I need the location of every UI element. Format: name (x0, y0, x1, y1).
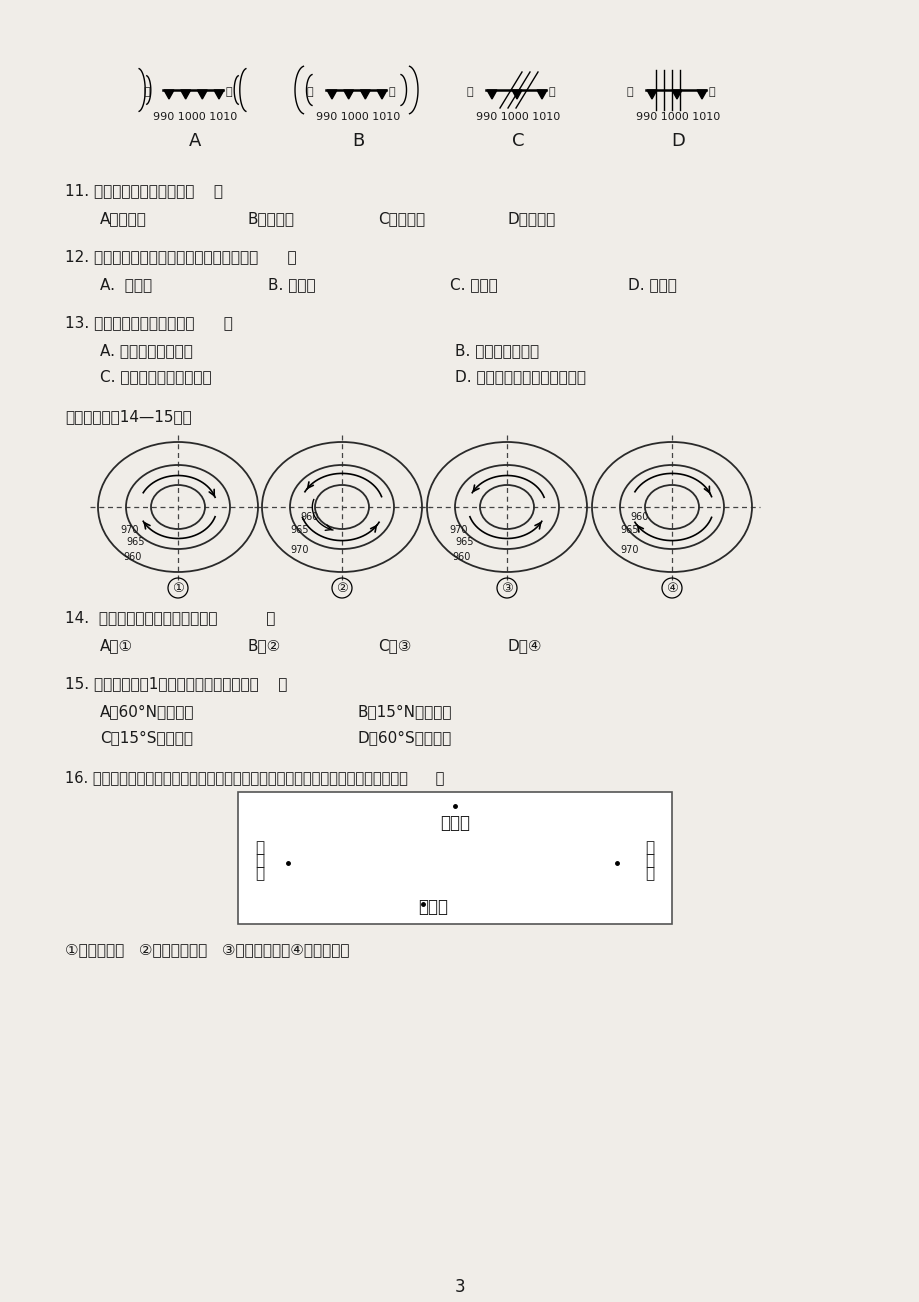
Text: B: B (351, 132, 364, 150)
Text: 970: 970 (619, 546, 638, 555)
Text: A、偏东风: A、偏东风 (100, 211, 147, 227)
FancyBboxPatch shape (238, 792, 671, 924)
Text: 965: 965 (126, 536, 144, 547)
Polygon shape (164, 90, 174, 99)
Text: 读下图，回等14—15题。: 读下图，回等14—15题。 (65, 409, 191, 424)
Text: 990 1000 1010: 990 1000 1010 (315, 112, 400, 122)
Polygon shape (512, 90, 521, 99)
Polygon shape (486, 90, 496, 99)
Text: 甲: 甲 (306, 87, 313, 98)
Text: 乙: 乙 (708, 87, 715, 98)
Text: 乙: 乙 (388, 87, 395, 98)
Text: 偏: 偏 (255, 840, 265, 855)
Text: D、西北风: D、西北风 (507, 211, 556, 227)
Text: C、15°S附近海域: C、15°S附近海域 (100, 730, 193, 745)
Text: B、②: B、② (248, 638, 281, 654)
Text: C、东北风: C、东北风 (378, 211, 425, 227)
Text: 960: 960 (123, 552, 142, 562)
Text: 970: 970 (289, 546, 308, 555)
Polygon shape (360, 90, 370, 99)
Text: 13. 冷锋和暖锋的共同点有（      ）: 13. 冷锋和暖锋的共同点有（ ） (65, 315, 233, 329)
Text: B. 地形雨: B. 地形雨 (267, 277, 315, 292)
Polygon shape (697, 90, 706, 99)
Text: 乙: 乙 (548, 87, 555, 98)
Text: B. 过境时气压升高: B. 过境时气压升高 (455, 342, 539, 358)
Polygon shape (537, 90, 547, 99)
Text: 甲: 甲 (143, 87, 150, 98)
Text: 960: 960 (630, 512, 648, 522)
Text: ④: ④ (665, 582, 677, 595)
Text: 偏西风: 偏西风 (417, 898, 448, 917)
Text: D、60°S附近海域: D、60°S附近海域 (357, 730, 452, 745)
Text: 11. 丙地的风向最有可能是（    ）: 11. 丙地的风向最有可能是（ ） (65, 184, 222, 198)
Text: B、偏南风: B、偏南风 (248, 211, 295, 227)
Polygon shape (214, 90, 223, 99)
Text: 990 1000 1010: 990 1000 1010 (635, 112, 720, 122)
Text: D: D (670, 132, 684, 150)
Text: 990 1000 1010: 990 1000 1010 (475, 112, 560, 122)
Text: A、60°N附近海域: A、60°N附近海域 (100, 704, 194, 719)
Text: 15. 该气压系统在1月份可能出现的地点为（    ）: 15. 该气压系统在1月份可能出现的地点为（ ） (65, 676, 287, 691)
Text: 990 1000 1010: 990 1000 1010 (153, 112, 237, 122)
Text: 960: 960 (300, 512, 318, 522)
Text: C: C (511, 132, 524, 150)
Text: 970: 970 (448, 525, 467, 535)
Text: 3: 3 (454, 1279, 465, 1295)
Polygon shape (671, 90, 681, 99)
Text: ①北半球气旋   ②南半球反气旋   ③北半球反气旋④南半球气旋: ①北半球气旋 ②南半球反气旋 ③北半球反气旋④南半球气旋 (65, 943, 349, 957)
Text: ③: ③ (501, 582, 513, 595)
Text: A、①: A、① (100, 638, 133, 654)
Text: 甲: 甲 (466, 87, 472, 98)
Text: 960: 960 (451, 552, 470, 562)
Text: 偏东风: 偏东风 (439, 814, 470, 832)
Text: ②: ② (335, 582, 347, 595)
Polygon shape (180, 90, 190, 99)
Polygon shape (344, 90, 353, 99)
Text: 风: 风 (255, 866, 265, 881)
Polygon shape (326, 90, 336, 99)
Polygon shape (377, 90, 387, 99)
Text: 甲: 甲 (626, 87, 632, 98)
Text: D. 台风雨: D. 台风雨 (628, 277, 676, 292)
Text: B、15°N附近海域: B、15°N附近海域 (357, 704, 452, 719)
Text: 北: 北 (255, 853, 265, 868)
Text: A.  锋面雨: A. 锋面雨 (100, 277, 152, 292)
Text: D. 过境时天气常有风云雨雪等: D. 过境时天气常有风云雨雪等 (455, 368, 585, 384)
Text: C. 对流雨: C. 对流雨 (449, 277, 497, 292)
Polygon shape (197, 90, 207, 99)
Text: ①: ① (172, 582, 184, 595)
Text: C、③: C、③ (378, 638, 411, 654)
Text: 12. 我国东部地区夏秋降水多，主要类型是（      ）: 12. 我国东部地区夏秋降水多，主要类型是（ ） (65, 249, 296, 264)
Text: 乙: 乙 (225, 87, 233, 98)
Text: 965: 965 (289, 525, 308, 535)
Text: 965: 965 (619, 525, 638, 535)
Text: C. 暖空气均位于锋面以下: C. 暖空气均位于锋面以下 (100, 368, 211, 384)
Text: 偏: 偏 (645, 840, 653, 855)
Text: 南: 南 (645, 853, 653, 868)
Text: A: A (188, 132, 201, 150)
Text: 970: 970 (119, 525, 139, 535)
Text: 风: 风 (645, 866, 653, 881)
Text: 965: 965 (455, 536, 473, 547)
Text: D、④: D、④ (507, 638, 542, 654)
Text: 16. 下图为某区域附近区域四个地点的风向观测图，据此可判断该区域的天气系统是（      ）: 16. 下图为某区域附近区域四个地点的风向观测图，据此可判断该区域的天气系统是（… (65, 769, 444, 785)
Text: A. 降水都发生在锋前: A. 降水都发生在锋前 (100, 342, 193, 358)
Polygon shape (646, 90, 656, 99)
Text: 14.  正确表示某气压系统的图是（          ）: 14. 正确表示某气压系统的图是（ ） (65, 611, 275, 625)
